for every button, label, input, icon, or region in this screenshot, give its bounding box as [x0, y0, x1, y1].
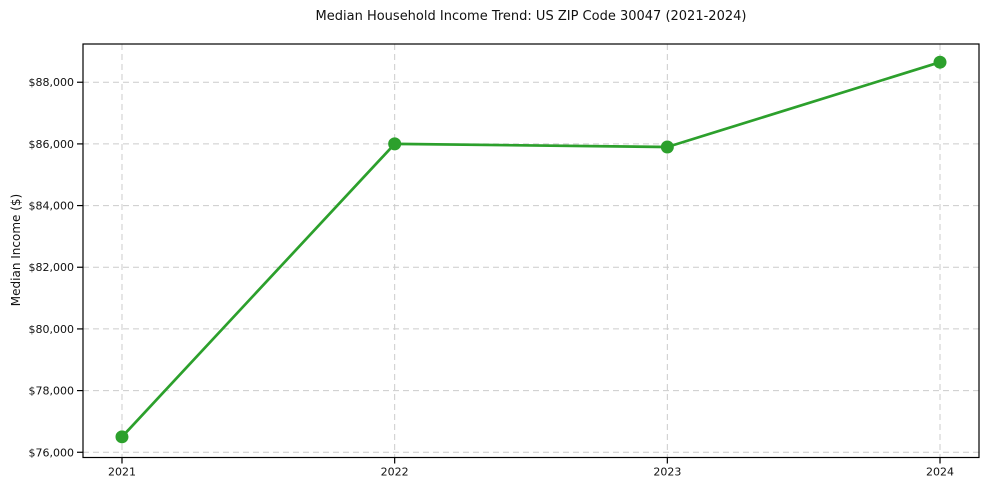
y-tick-label: $86,000 [29, 138, 75, 151]
data-point-2022 [388, 137, 402, 151]
y-tick-label: $84,000 [29, 200, 75, 213]
series-line [120, 60, 942, 439]
plot-border [82, 43, 980, 459]
x-tick-label: 2022 [381, 466, 409, 479]
x-tick-label: 2024 [926, 466, 954, 479]
y-tick-label: $76,000 [29, 446, 75, 459]
data-point-2023 [660, 140, 674, 154]
chart-title: Median Household Income Trend: US ZIP Co… [315, 9, 747, 24]
x-tick-label: 2023 [653, 466, 681, 479]
y-tick-label: $82,000 [29, 261, 75, 274]
x-tick-label: 2021 [108, 466, 136, 479]
data-point-2021 [115, 430, 129, 444]
y-tick-label: $78,000 [29, 385, 75, 398]
y-tick-label: $88,000 [29, 76, 75, 89]
y-tick-label: $80,000 [29, 323, 75, 336]
data-point-2024 [933, 55, 947, 69]
